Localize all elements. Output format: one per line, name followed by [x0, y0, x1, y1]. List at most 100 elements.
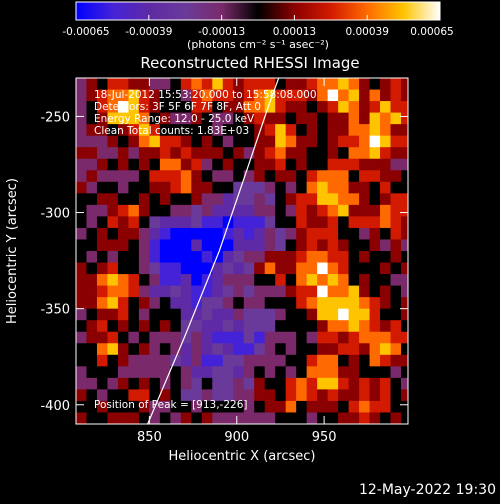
heatmap-cell: [401, 147, 408, 160]
heatmap-cell: [264, 78, 276, 91]
heatmap-cell: [359, 274, 371, 287]
heatmap-cell: [338, 343, 350, 356]
heatmap-cell: [317, 135, 329, 148]
heatmap-cell: [159, 89, 171, 102]
heatmap-cell: [380, 239, 392, 252]
heatmap-cell: [180, 377, 192, 390]
heatmap-cell: [76, 389, 88, 402]
heatmap-cell: [212, 239, 224, 252]
heatmap-cell: [233, 274, 245, 287]
heatmap-cell: [317, 389, 329, 402]
heatmap-cell: [128, 181, 140, 194]
heatmap-cell: [285, 400, 297, 414]
heatmap-cell: [96, 135, 109, 148]
heatmap-cell: [369, 377, 381, 390]
heatmap-cell: [117, 227, 130, 241]
heatmap-cell: [317, 262, 329, 275]
heatmap-cell: [380, 124, 392, 137]
heatmap-cell: [222, 216, 234, 229]
heatmap-cell: [233, 135, 245, 148]
heatmap-cell: [306, 158, 318, 171]
heatmap-cell: [264, 112, 276, 125]
heatmap-cell: [348, 274, 360, 287]
heatmap-cell: [107, 78, 119, 91]
heatmap-cell: [264, 239, 276, 252]
heatmap-cell: [254, 101, 266, 114]
heatmap-cell: [138, 239, 150, 252]
heatmap-cell: [254, 262, 266, 275]
heatmap-cell: [149, 216, 161, 229]
heatmap-cell: [338, 366, 350, 379]
heatmap-cell: [107, 158, 119, 171]
heatmap-cell: [149, 78, 161, 91]
heatmap-cell: [117, 193, 130, 206]
heatmap-cell: [212, 101, 224, 114]
heatmap-cell: [264, 89, 276, 102]
heatmap-cell: [359, 227, 371, 241]
heatmap-cell: [401, 101, 408, 114]
heatmap-cell: [275, 89, 287, 102]
heatmap-cell: [380, 285, 392, 298]
heatmap-cell: [149, 112, 161, 125]
heatmap-cell: [348, 389, 360, 402]
heatmap-cell: [76, 147, 88, 160]
heatmap-cell: [275, 135, 287, 148]
heatmap-cell: [275, 158, 287, 171]
heatmap-cell: [138, 377, 150, 390]
heatmap-cell: [254, 216, 266, 229]
heatmap-cell: [296, 147, 308, 160]
heatmap-cell: [348, 170, 360, 183]
heatmap-cell: [264, 147, 276, 160]
heatmap-cell: [243, 285, 255, 298]
heatmap-cell: [327, 274, 339, 287]
heatmap-cell: [359, 193, 371, 206]
heatmap-cell: [117, 354, 130, 367]
heatmap-cell: [359, 400, 371, 414]
heatmap-cell: [76, 262, 88, 275]
heatmap-cell: [306, 216, 318, 229]
heatmap-cell: [117, 274, 130, 287]
heatmap-cell: [317, 308, 329, 321]
heatmap-cell: [222, 227, 234, 241]
heatmap-cell: [138, 274, 150, 287]
heatmap-cell: [317, 101, 329, 114]
heatmap-cell: [222, 400, 234, 414]
heatmap-cell: [117, 389, 130, 402]
heatmap-cell: [233, 193, 245, 206]
heatmap-cell: [254, 204, 266, 217]
heatmap-cell: [212, 147, 224, 160]
heatmap-cell: [76, 124, 88, 137]
heatmap-cell: [159, 412, 171, 424]
heatmap-cell: [86, 124, 98, 137]
heatmap-cell: [390, 274, 402, 287]
heatmap-cell: [191, 262, 203, 275]
heatmap-cell: [149, 308, 161, 321]
heatmap-cell: [159, 158, 171, 171]
heatmap-cell: [201, 377, 213, 390]
heatmap-cell: [222, 262, 234, 275]
heatmap-cell: [149, 101, 161, 114]
heatmap-cell: [243, 181, 255, 194]
heatmap-cell: [117, 400, 130, 414]
heatmap-cell: [128, 297, 140, 310]
heatmap-cell: [338, 400, 350, 414]
heatmap-cell: [243, 227, 255, 241]
heatmap-cell: [243, 297, 255, 310]
heatmap-cell: [264, 158, 276, 171]
heatmap-cell: [275, 251, 287, 264]
heatmap-cell: [338, 204, 350, 217]
heatmap-cell: [338, 239, 350, 252]
heatmap-cell: [117, 308, 130, 321]
heatmap-cell: [159, 320, 171, 333]
heatmap-cell: [86, 377, 98, 390]
heatmap-cell: [380, 147, 392, 160]
heatmap-cell: [159, 227, 171, 241]
heatmap-cell: [201, 135, 213, 148]
heatmap-cell: [390, 366, 402, 379]
heatmap-cell: [348, 239, 360, 252]
heatmap-cell: [180, 343, 192, 356]
heatmap-cell: [117, 377, 130, 390]
heatmap-cell: [254, 227, 266, 241]
heatmap-cell: [243, 101, 255, 114]
heatmap-cell: [180, 78, 192, 91]
